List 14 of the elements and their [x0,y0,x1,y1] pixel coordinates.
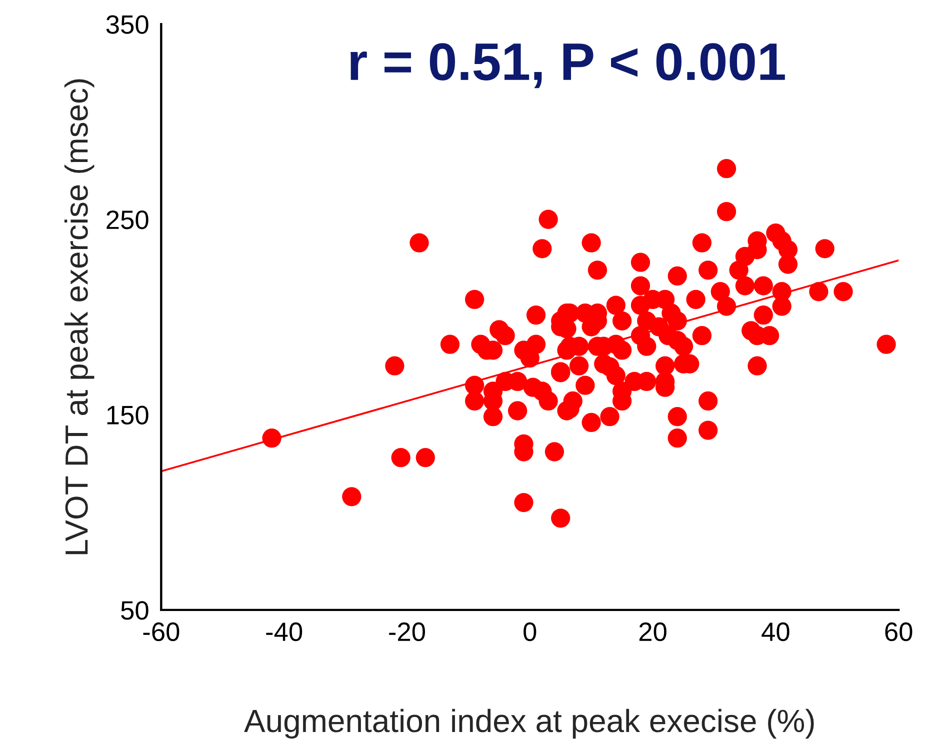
x-tick-label: 20 [639,622,666,642]
x-axis-title: Augmentation index at peak execise (%) [244,708,814,739]
y-tick-label: 150 [107,406,148,424]
x-tick-label: 60 [885,622,912,642]
y-tick-label: 250 [106,210,148,230]
chart-title: r = 0.51, P < 0.001 [350,43,785,88]
x-tick-label: 40 [762,622,790,642]
y-tick-label: 50 [121,601,148,620]
y-axis-title: LVOT DT at peak exercise (msec) [64,79,94,554]
x-tick-label: -20 [389,622,426,642]
x-tick-label: -60 [143,622,180,642]
y-tick-label: 350 [106,15,148,34]
x-tick-label: 0 [524,622,536,642]
x-tick-label: -40 [266,622,302,642]
